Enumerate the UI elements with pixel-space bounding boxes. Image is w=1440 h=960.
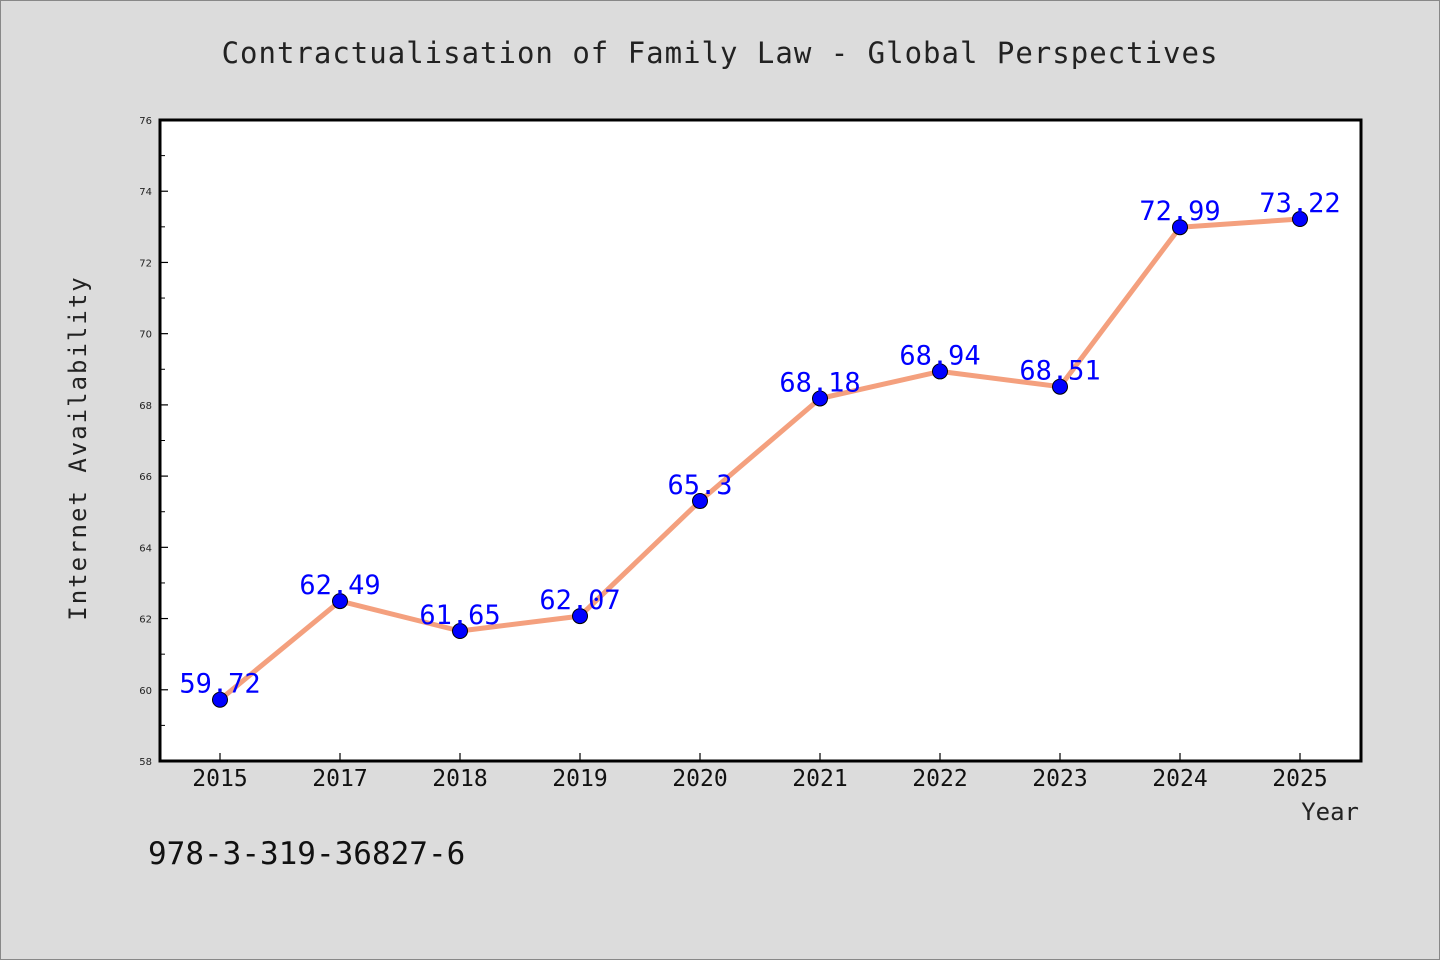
y-tick-label: 74 — [139, 187, 152, 198]
isbn-text: 978-3-319-36827-6 — [148, 836, 465, 872]
data-point — [332, 593, 348, 610]
data-point — [1292, 210, 1308, 227]
data-label: 68.51 — [1019, 356, 1100, 387]
data-point — [932, 363, 948, 380]
data-label: 59.72 — [179, 669, 260, 700]
data-point — [1172, 219, 1188, 236]
x-axis-label: Year — [1301, 798, 1359, 826]
data-label: 68.94 — [899, 340, 980, 371]
data-label: 73.22 — [1259, 188, 1340, 219]
data-point — [812, 390, 828, 407]
data-point — [692, 493, 708, 510]
data-labels: 59.72 62.49 61.65 62.07 65.3 68.18 68.94 68.51 7… — [179, 188, 1340, 700]
data-point — [1052, 378, 1068, 395]
x-tick-label: 2020 — [672, 766, 727, 792]
x-tick-label: 2019 — [552, 766, 607, 792]
y-tick-label: 68 — [139, 401, 152, 412]
data-label: 65.3 — [667, 470, 732, 501]
data-point — [212, 691, 228, 708]
x-tick-label: 2018 — [432, 766, 487, 792]
y-tick-label: 64 — [139, 543, 152, 554]
y-tick-label: 72 — [139, 258, 152, 269]
plot-area — [158, 118, 1363, 763]
x-tick-label: 2025 — [1272, 766, 1327, 792]
y-tick-label: 62 — [139, 615, 152, 626]
x-tick-label: 2022 — [912, 766, 967, 792]
y-tick-label: 60 — [139, 686, 152, 697]
data-label: 62.07 — [539, 585, 620, 616]
chart-title: Contractualisation of Family Law - Globa… — [222, 36, 1219, 70]
data-point — [452, 623, 468, 640]
y-tick-label: 58 — [139, 757, 152, 768]
y-tick-label: 76 — [139, 116, 152, 127]
y-axis-label: Internet Availability — [64, 275, 92, 620]
x-tick-label: 2023 — [1032, 766, 1087, 792]
y-tick-label: 66 — [139, 472, 152, 483]
data-markers — [212, 210, 1308, 708]
series-line — [218, 216, 1301, 702]
data-point — [572, 608, 588, 625]
y-tick-label: 70 — [139, 330, 152, 341]
data-label: 61.65 — [419, 600, 500, 631]
x-tick-label: 2015 — [192, 766, 247, 792]
x-tick-label: 2024 — [1152, 766, 1207, 792]
data-label: 72.99 — [1139, 196, 1220, 227]
x-tick-label: 2021 — [792, 766, 847, 792]
y-axis: 58 60 62 64 66 68 70 72 74 76 — [139, 116, 168, 768]
x-axis: 2015 2017 2018 2019 2020 2021 2022 2023 2024 2025 — [192, 753, 1328, 792]
x-tick-label: 2017 — [312, 766, 367, 792]
data-label: 68.18 — [779, 367, 860, 398]
data-label: 62.49 — [299, 570, 380, 601]
